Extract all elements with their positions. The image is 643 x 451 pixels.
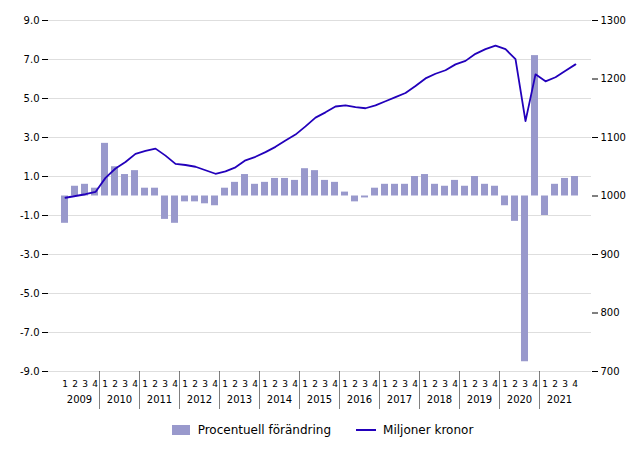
svg-text:2019: 2019 (467, 394, 492, 405)
svg-text:2: 2 (352, 379, 358, 389)
svg-text:3: 3 (402, 379, 408, 389)
svg-text:4: 4 (452, 379, 458, 389)
svg-text:3: 3 (442, 379, 448, 389)
svg-text:2009: 2009 (67, 394, 92, 405)
svg-text:700: 700 (601, 366, 620, 377)
svg-text:2015: 2015 (307, 394, 332, 405)
svg-text:3: 3 (162, 379, 168, 389)
svg-text:4: 4 (492, 379, 498, 389)
svg-text:2016: 2016 (347, 394, 372, 405)
svg-text:3: 3 (562, 379, 568, 389)
svg-text:2017: 2017 (387, 394, 412, 405)
svg-text:3.0: 3.0 (24, 132, 40, 143)
svg-text:1000: 1000 (601, 190, 626, 201)
svg-text:4: 4 (132, 379, 138, 389)
svg-text:1: 1 (502, 379, 508, 389)
svg-text:3: 3 (482, 379, 488, 389)
svg-text:-7.0: -7.0 (20, 327, 40, 338)
svg-text:1.0: 1.0 (24, 171, 40, 182)
svg-text:1: 1 (342, 379, 348, 389)
svg-text:1: 1 (382, 379, 388, 389)
svg-text:4: 4 (532, 379, 538, 389)
svg-text:1: 1 (422, 379, 428, 389)
svg-text:4: 4 (292, 379, 298, 389)
svg-text:-9.0: -9.0 (20, 366, 40, 377)
svg-text:3: 3 (202, 379, 208, 389)
svg-text:1: 1 (142, 379, 148, 389)
svg-text:2018: 2018 (427, 394, 452, 405)
svg-text:900: 900 (601, 249, 620, 260)
svg-text:2: 2 (552, 379, 558, 389)
html-text:Procentuell förändring: Procentuell förändring (197, 423, 331, 437)
svg-text:2: 2 (512, 379, 518, 389)
svg-text:2: 2 (272, 379, 278, 389)
svg-text:1: 1 (222, 379, 228, 389)
svg-text:4: 4 (252, 379, 258, 389)
svg-text:4: 4 (212, 379, 218, 389)
svg-text:1: 1 (262, 379, 268, 389)
svg-text:3: 3 (522, 379, 528, 389)
svg-text:3: 3 (122, 379, 128, 389)
svg-text:4: 4 (372, 379, 378, 389)
html-text:Miljoner kronor: Miljoner kronor (383, 423, 474, 437)
svg-text:2: 2 (72, 379, 78, 389)
svg-text:7.0: 7.0 (24, 54, 40, 65)
svg-text:1100: 1100 (601, 132, 626, 143)
svg-text:4: 4 (172, 379, 178, 389)
svg-text:2: 2 (432, 379, 438, 389)
svg-text:4: 4 (412, 379, 418, 389)
svg-text:2: 2 (112, 379, 118, 389)
svg-text:3: 3 (282, 379, 288, 389)
svg-text:1: 1 (302, 379, 308, 389)
svg-text:1: 1 (182, 379, 188, 389)
svg-text:2: 2 (392, 379, 398, 389)
svg-text:2: 2 (472, 379, 478, 389)
svg-text:3: 3 (362, 379, 368, 389)
svg-text:-3.0: -3.0 (20, 249, 40, 260)
svg-text:2: 2 (192, 379, 198, 389)
svg-text:3: 3 (242, 379, 248, 389)
svg-text:2010: 2010 (107, 394, 132, 405)
svg-text:1: 1 (102, 379, 108, 389)
svg-text:-5.0: -5.0 (20, 288, 40, 299)
svg-text:2: 2 (312, 379, 318, 389)
svg-text:1: 1 (462, 379, 468, 389)
svg-text:1200: 1200 (601, 73, 626, 84)
svg-text:2021: 2021 (547, 394, 572, 405)
svg-text:1: 1 (62, 379, 68, 389)
svg-text:1: 1 (542, 379, 548, 389)
svg-text:2014: 2014 (267, 394, 292, 405)
svg-text:4: 4 (572, 379, 578, 389)
svg-text:2013: 2013 (227, 394, 252, 405)
svg-text:1300: 1300 (601, 15, 626, 26)
svg-text:3: 3 (82, 379, 88, 389)
svg-text:2: 2 (152, 379, 158, 389)
svg-text:5.0: 5.0 (24, 93, 40, 104)
svg-text:4: 4 (92, 379, 98, 389)
svg-text:2012: 2012 (187, 394, 212, 405)
svg-text:4: 4 (332, 379, 338, 389)
svg-text:2011: 2011 (147, 394, 172, 405)
svg-text:2020: 2020 (507, 394, 532, 405)
svg-text:3: 3 (322, 379, 328, 389)
svg-text:9.0: 9.0 (24, 15, 40, 26)
svg-text:800: 800 (601, 307, 620, 318)
svg-text:-1.0: -1.0 (20, 210, 40, 221)
svg-text:2: 2 (232, 379, 238, 389)
